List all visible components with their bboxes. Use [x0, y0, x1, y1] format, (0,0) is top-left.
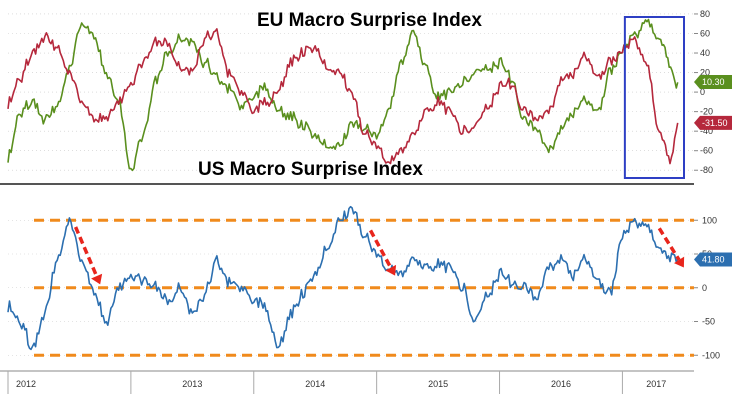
bottom-panel-series	[7, 205, 679, 351]
badge-value: 41.80	[702, 255, 725, 265]
top-y-tick-label: -40	[700, 126, 713, 136]
badge-value: -31.50	[702, 118, 728, 128]
x-tick-label: 2013	[182, 379, 202, 389]
arrow-shaft	[657, 227, 681, 261]
top-y-tick-label: 80	[700, 9, 710, 19]
bottom-panel-reference-lines	[34, 218, 694, 357]
top-y-tick-label: 0	[700, 87, 705, 97]
us-series-line	[7, 28, 679, 165]
badge-shape	[694, 115, 732, 130]
trend-arrow	[657, 227, 685, 268]
badge-shape	[694, 75, 732, 90]
bottom-panel-arrows	[73, 226, 685, 285]
top-panel-value-badges: 10.30 -31.50	[694, 75, 732, 130]
bottom-y-tick-label: 100	[702, 215, 717, 225]
top-y-tick-label: 60	[700, 28, 710, 38]
bottom-panel-value-badges: 41.80	[694, 252, 732, 267]
x-axis: 2012 2013 2014 2015 2016 2017	[7, 371, 666, 394]
eu-series-title: EU Macro Surprise Index	[257, 10, 482, 31]
top-y-tick-label: 20	[700, 68, 710, 78]
x-tick-label: 2015	[428, 379, 448, 389]
spread-series-line	[7, 205, 679, 351]
spread-last-value-badge: 41.80	[694, 252, 732, 267]
bottom-y-tick-label: -100	[702, 350, 720, 360]
arrow-head	[673, 256, 685, 268]
x-tick-label: 2016	[551, 379, 571, 389]
x-tick-label: 2012	[16, 379, 36, 389]
trend-arrow	[73, 226, 103, 285]
arrow-shaft	[368, 229, 393, 269]
top-y-tick-label: -80	[700, 165, 713, 175]
arrow-shaft	[73, 226, 99, 277]
x-tick-label: 2017	[646, 379, 666, 389]
highlight-box	[623, 16, 685, 179]
eu-last-value-badge: 10.30	[694, 75, 732, 90]
badge-shape	[694, 252, 732, 267]
arrow-head	[91, 273, 103, 285]
top-panel-series	[7, 18, 679, 172]
top-y-tick-label: -20	[700, 107, 713, 117]
us-series-title: US Macro Surprise Index	[198, 159, 423, 180]
bottom-y-tick-label: -50	[702, 317, 715, 327]
trend-arrow	[368, 229, 397, 276]
top-panel-y-axis: 80 60 40 20 0 -20 -40 -60 -80	[694, 9, 713, 175]
x-tick-label: 2014	[305, 379, 325, 389]
top-y-tick-label: 40	[700, 48, 710, 58]
badge-value: 10.30	[702, 77, 725, 87]
us-last-value-badge: -31.50	[694, 115, 732, 130]
top-y-tick-label: -60	[700, 146, 713, 156]
bottom-y-tick-label: 0	[702, 283, 707, 293]
arrow-head	[385, 264, 397, 276]
